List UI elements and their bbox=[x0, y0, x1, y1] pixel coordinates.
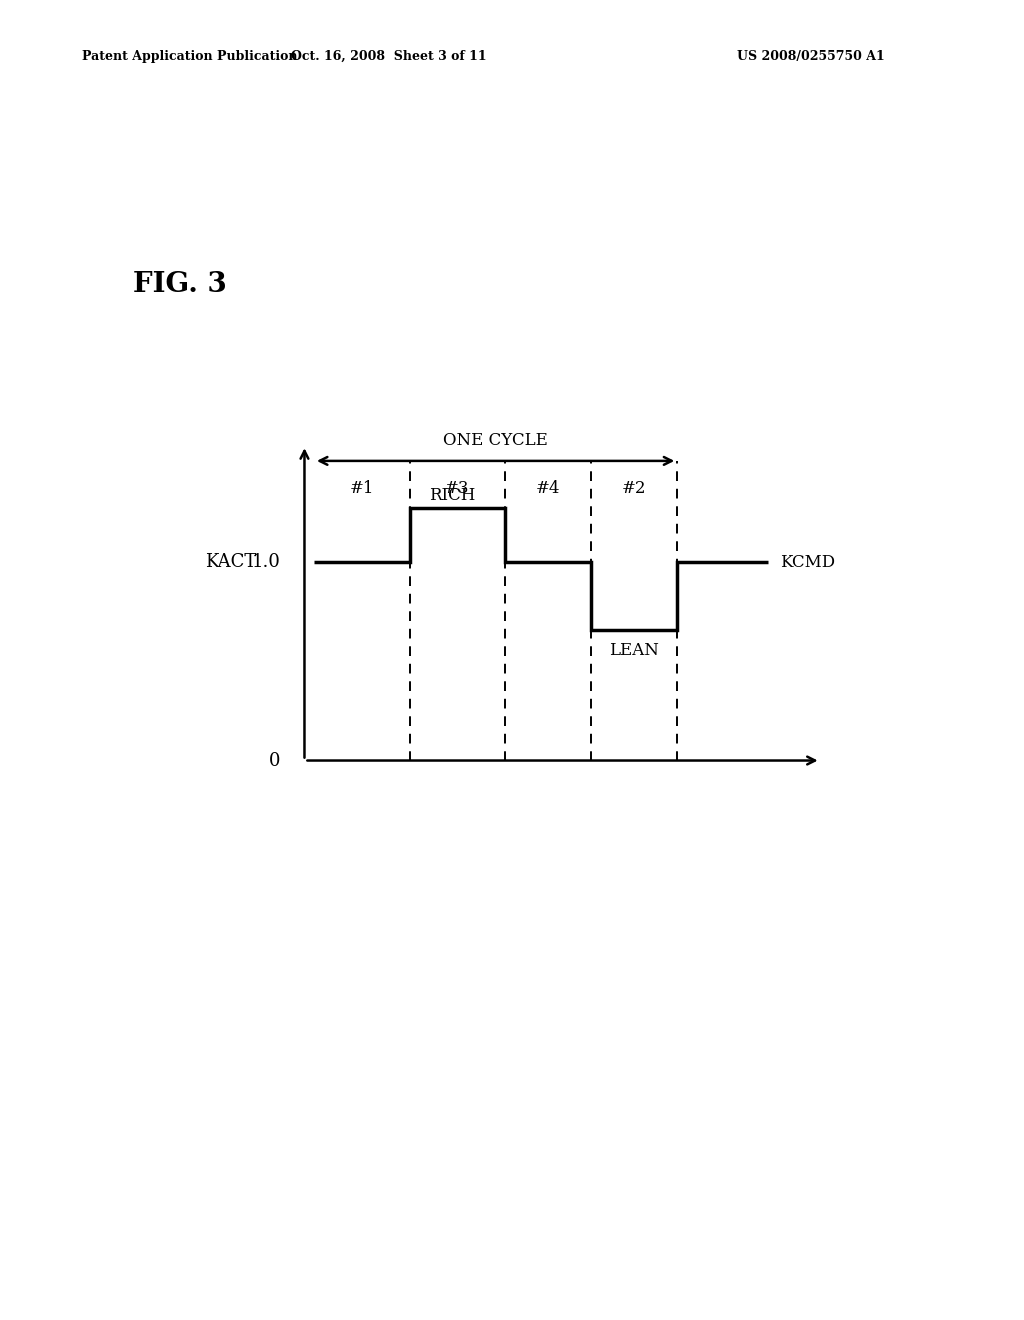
Text: #4: #4 bbox=[536, 479, 560, 496]
Text: #2: #2 bbox=[622, 479, 646, 496]
Text: KACT: KACT bbox=[206, 553, 257, 572]
Text: Patent Application Publication: Patent Application Publication bbox=[82, 50, 297, 63]
Text: FIG. 3: FIG. 3 bbox=[133, 271, 227, 297]
Text: #3: #3 bbox=[445, 479, 470, 496]
Text: 0: 0 bbox=[269, 751, 281, 770]
Text: US 2008/0255750 A1: US 2008/0255750 A1 bbox=[737, 50, 885, 63]
Text: ONE CYCLE: ONE CYCLE bbox=[443, 432, 548, 449]
Text: LEAN: LEAN bbox=[609, 642, 659, 659]
Text: 1.0: 1.0 bbox=[252, 553, 281, 572]
Text: KCMD: KCMD bbox=[780, 553, 835, 570]
Text: RICH: RICH bbox=[429, 487, 476, 504]
Text: #1: #1 bbox=[349, 479, 374, 496]
Text: Oct. 16, 2008  Sheet 3 of 11: Oct. 16, 2008 Sheet 3 of 11 bbox=[291, 50, 487, 63]
